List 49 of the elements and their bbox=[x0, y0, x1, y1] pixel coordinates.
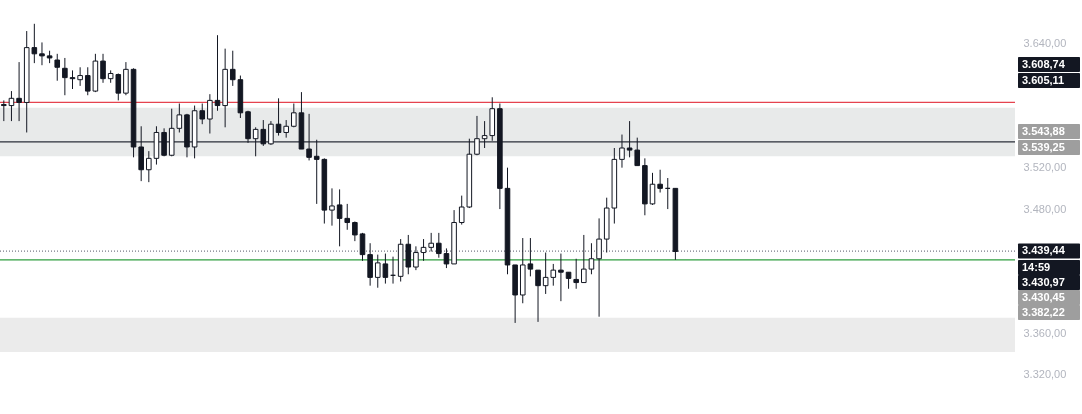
text: 3.608,74 bbox=[1022, 57, 1066, 70]
text: 14:59 bbox=[1022, 260, 1051, 273]
candlestick bbox=[359, 232, 366, 262]
candlestick bbox=[69, 69, 76, 90]
candlestick bbox=[214, 34, 221, 112]
candlestick bbox=[474, 115, 480, 156]
candlestick bbox=[413, 245, 419, 271]
candlestick bbox=[588, 242, 595, 275]
candlestick bbox=[596, 217, 602, 318]
text: 3.539,25 bbox=[1022, 140, 1065, 153]
candlestick bbox=[306, 113, 312, 161]
candlestick bbox=[436, 232, 442, 259]
candlestick bbox=[54, 53, 61, 82]
candlestick bbox=[619, 134, 625, 169]
candlestick bbox=[39, 41, 45, 66]
candlestick bbox=[77, 66, 83, 87]
text: 3.605,11 bbox=[1022, 73, 1065, 86]
ref-line-label: 3.439,44 bbox=[1022, 244, 1066, 257]
candlestick bbox=[146, 150, 152, 183]
candlestick bbox=[1, 99, 7, 122]
text: 3.382,22 bbox=[1022, 305, 1065, 318]
candlestick bbox=[100, 53, 106, 84]
y-tick-label: 3.360,00 bbox=[1023, 326, 1067, 339]
candlestick bbox=[207, 93, 213, 135]
y-tick-label: 3.520,00 bbox=[1023, 161, 1067, 174]
candlestick bbox=[573, 258, 579, 290]
y-tick-label: 3.640,00 bbox=[1023, 36, 1067, 49]
candlestick bbox=[581, 234, 587, 284]
candlestick bbox=[558, 253, 564, 302]
candlestick bbox=[420, 238, 427, 262]
candlestick bbox=[443, 247, 450, 269]
candlestick bbox=[161, 127, 167, 157]
text: 3.430,45 bbox=[1022, 290, 1065, 303]
candlestick bbox=[367, 242, 373, 287]
candlestick bbox=[329, 187, 335, 227]
text: 3.543,88 bbox=[1022, 124, 1065, 137]
candlestick bbox=[649, 172, 656, 206]
y-tick-label: 3.320,00 bbox=[1023, 368, 1067, 381]
candlestick bbox=[123, 61, 129, 96]
candlestick bbox=[268, 120, 274, 146]
candlestick bbox=[62, 57, 68, 96]
candlestick bbox=[16, 61, 22, 122]
y-tick-label: 3.480,00 bbox=[1023, 202, 1067, 215]
candlestick bbox=[657, 169, 663, 194]
text: 3.430,97 bbox=[1022, 275, 1065, 288]
candlestick bbox=[352, 220, 358, 242]
candlestick bbox=[428, 232, 434, 253]
candlestick bbox=[138, 125, 144, 182]
candlestick bbox=[535, 269, 541, 323]
